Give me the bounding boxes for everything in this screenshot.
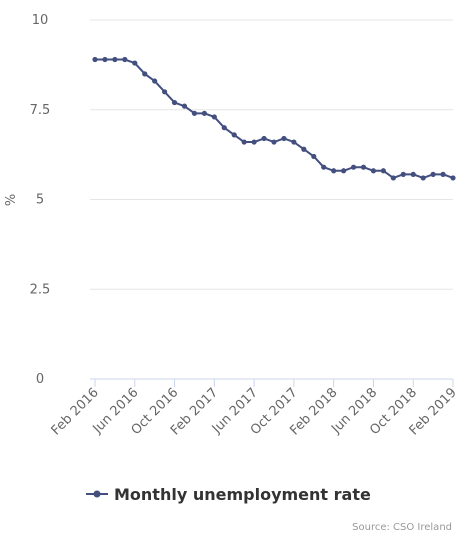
legend[interactable]: Monthly unemployment rate <box>86 485 371 504</box>
gridlines <box>90 19 453 290</box>
data-point[interactable] <box>400 171 406 177</box>
legend-marker-icon <box>93 490 101 498</box>
y-tick-label: 10 <box>32 13 49 28</box>
data-point[interactable] <box>370 168 377 174</box>
data-point[interactable] <box>420 175 426 181</box>
data-point[interactable] <box>211 114 217 120</box>
data-point[interactable] <box>152 78 158 84</box>
data-point[interactable] <box>191 110 198 116</box>
data-point[interactable] <box>440 171 446 177</box>
data-point[interactable] <box>261 135 267 142</box>
data-point[interactable] <box>390 175 396 181</box>
series-line-monthly-unemployment-rate <box>95 58 454 179</box>
data-point[interactable] <box>350 164 357 170</box>
data-point[interactable] <box>380 168 386 174</box>
data-point[interactable] <box>92 56 98 63</box>
data-point[interactable] <box>231 132 237 138</box>
data-point[interactable] <box>251 139 257 145</box>
data-point[interactable] <box>171 99 178 106</box>
y-axis-label: % <box>4 194 19 206</box>
data-point[interactable] <box>311 153 317 160</box>
series-points <box>92 56 456 181</box>
data-point[interactable] <box>321 164 327 170</box>
data-point[interactable] <box>291 139 297 145</box>
data-point[interactable] <box>360 164 367 170</box>
data-point[interactable] <box>241 139 247 145</box>
data-point[interactable] <box>271 139 277 145</box>
legend-label: Monthly unemployment rate <box>114 485 371 504</box>
data-point[interactable] <box>181 103 188 109</box>
data-point[interactable] <box>201 110 207 116</box>
data-point[interactable] <box>450 175 456 181</box>
data-point[interactable] <box>341 168 347 174</box>
y-axis-ticks: 0 2.5 5 7.5 10 <box>30 13 51 387</box>
data-point[interactable] <box>102 56 108 63</box>
data-point[interactable] <box>430 171 436 177</box>
data-point[interactable] <box>162 89 168 95</box>
y-tick-label: 0 <box>36 372 44 387</box>
data-point[interactable] <box>410 171 416 177</box>
data-point[interactable] <box>281 135 287 142</box>
data-point[interactable] <box>331 168 337 174</box>
data-point[interactable] <box>221 125 227 131</box>
y-tick-label: 2.5 <box>30 282 51 297</box>
data-point[interactable] <box>301 146 307 152</box>
y-tick-label: 5 <box>36 193 44 208</box>
data-point[interactable] <box>122 56 128 63</box>
data-point[interactable] <box>112 56 118 63</box>
y-tick-label: 7.5 <box>30 103 51 118</box>
data-point[interactable] <box>142 71 148 77</box>
data-point[interactable] <box>132 60 138 66</box>
source-credit[interactable]: Source: CSO Ireland <box>352 522 452 533</box>
